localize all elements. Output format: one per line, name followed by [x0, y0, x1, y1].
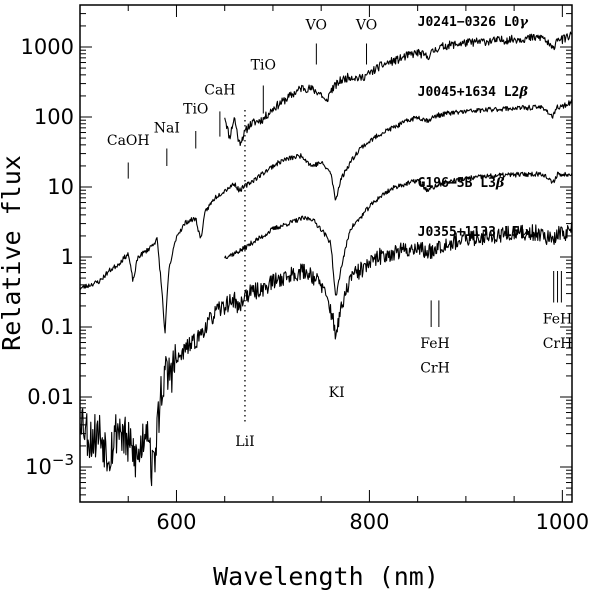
feature-label: VO: [305, 18, 327, 34]
spectrum-line: [224, 31, 573, 147]
y-tick-label: 100: [34, 105, 74, 129]
spectrum-line: [79, 99, 573, 334]
feature-label: CrH: [420, 361, 450, 377]
spectrum-label-greek: β: [495, 176, 505, 191]
spectra-series: [79, 31, 573, 487]
spectrum-label: G196−3B L3β: [418, 176, 505, 191]
spectrum-labels: J0241−0326 L0γ J0045+1634 L2β G196−3B L3β J…: [418, 15, 530, 240]
spectrum-label: J0241−0326 L0γ: [418, 15, 530, 30]
y-axis-title: Relative flux: [0, 155, 26, 351]
spectrum-label: J0355+1133 L5γ: [418, 225, 530, 240]
y-tick-label-exponent: −3: [52, 451, 74, 469]
y-tick-label: 0.1: [41, 315, 74, 339]
spectrum-label-greek: β: [518, 85, 528, 100]
feature-label: TiO: [183, 102, 208, 118]
y-tick-label: 10: [47, 175, 74, 199]
feature-label: CaH: [204, 83, 235, 99]
spectrum-line: [79, 222, 573, 487]
y-tick-label: 10−3: [25, 451, 74, 479]
feature-label: NaI: [154, 120, 180, 136]
feature-label: KI: [329, 385, 345, 401]
y-tick-label: 1000: [21, 35, 74, 59]
spectrum-line: [224, 171, 573, 296]
feature-label: FeH: [543, 312, 572, 328]
plot-frame: [79, 4, 573, 503]
spectrum-label: J0045+1634 L2β: [418, 85, 529, 100]
spectrum-label-greek: γ: [519, 15, 529, 30]
feature-label: CaOH: [107, 133, 150, 149]
feature-label: LiI: [235, 434, 254, 450]
x-tick-label: 800: [349, 510, 389, 534]
spectrum-label-greek: γ: [519, 225, 529, 240]
x-tick-label: 1000: [536, 510, 589, 534]
x-tick-label: 600: [156, 510, 196, 534]
y-tick-label: 1: [61, 245, 74, 269]
feature-label: CrH: [543, 336, 573, 352]
y-tick-label: 0.01: [27, 385, 74, 409]
feature-label: TiO: [251, 57, 276, 73]
feature-label: FeH: [420, 336, 449, 352]
x-axis-title: Wavelength (nm): [213, 562, 439, 591]
feature-label: VO: [355, 18, 377, 34]
